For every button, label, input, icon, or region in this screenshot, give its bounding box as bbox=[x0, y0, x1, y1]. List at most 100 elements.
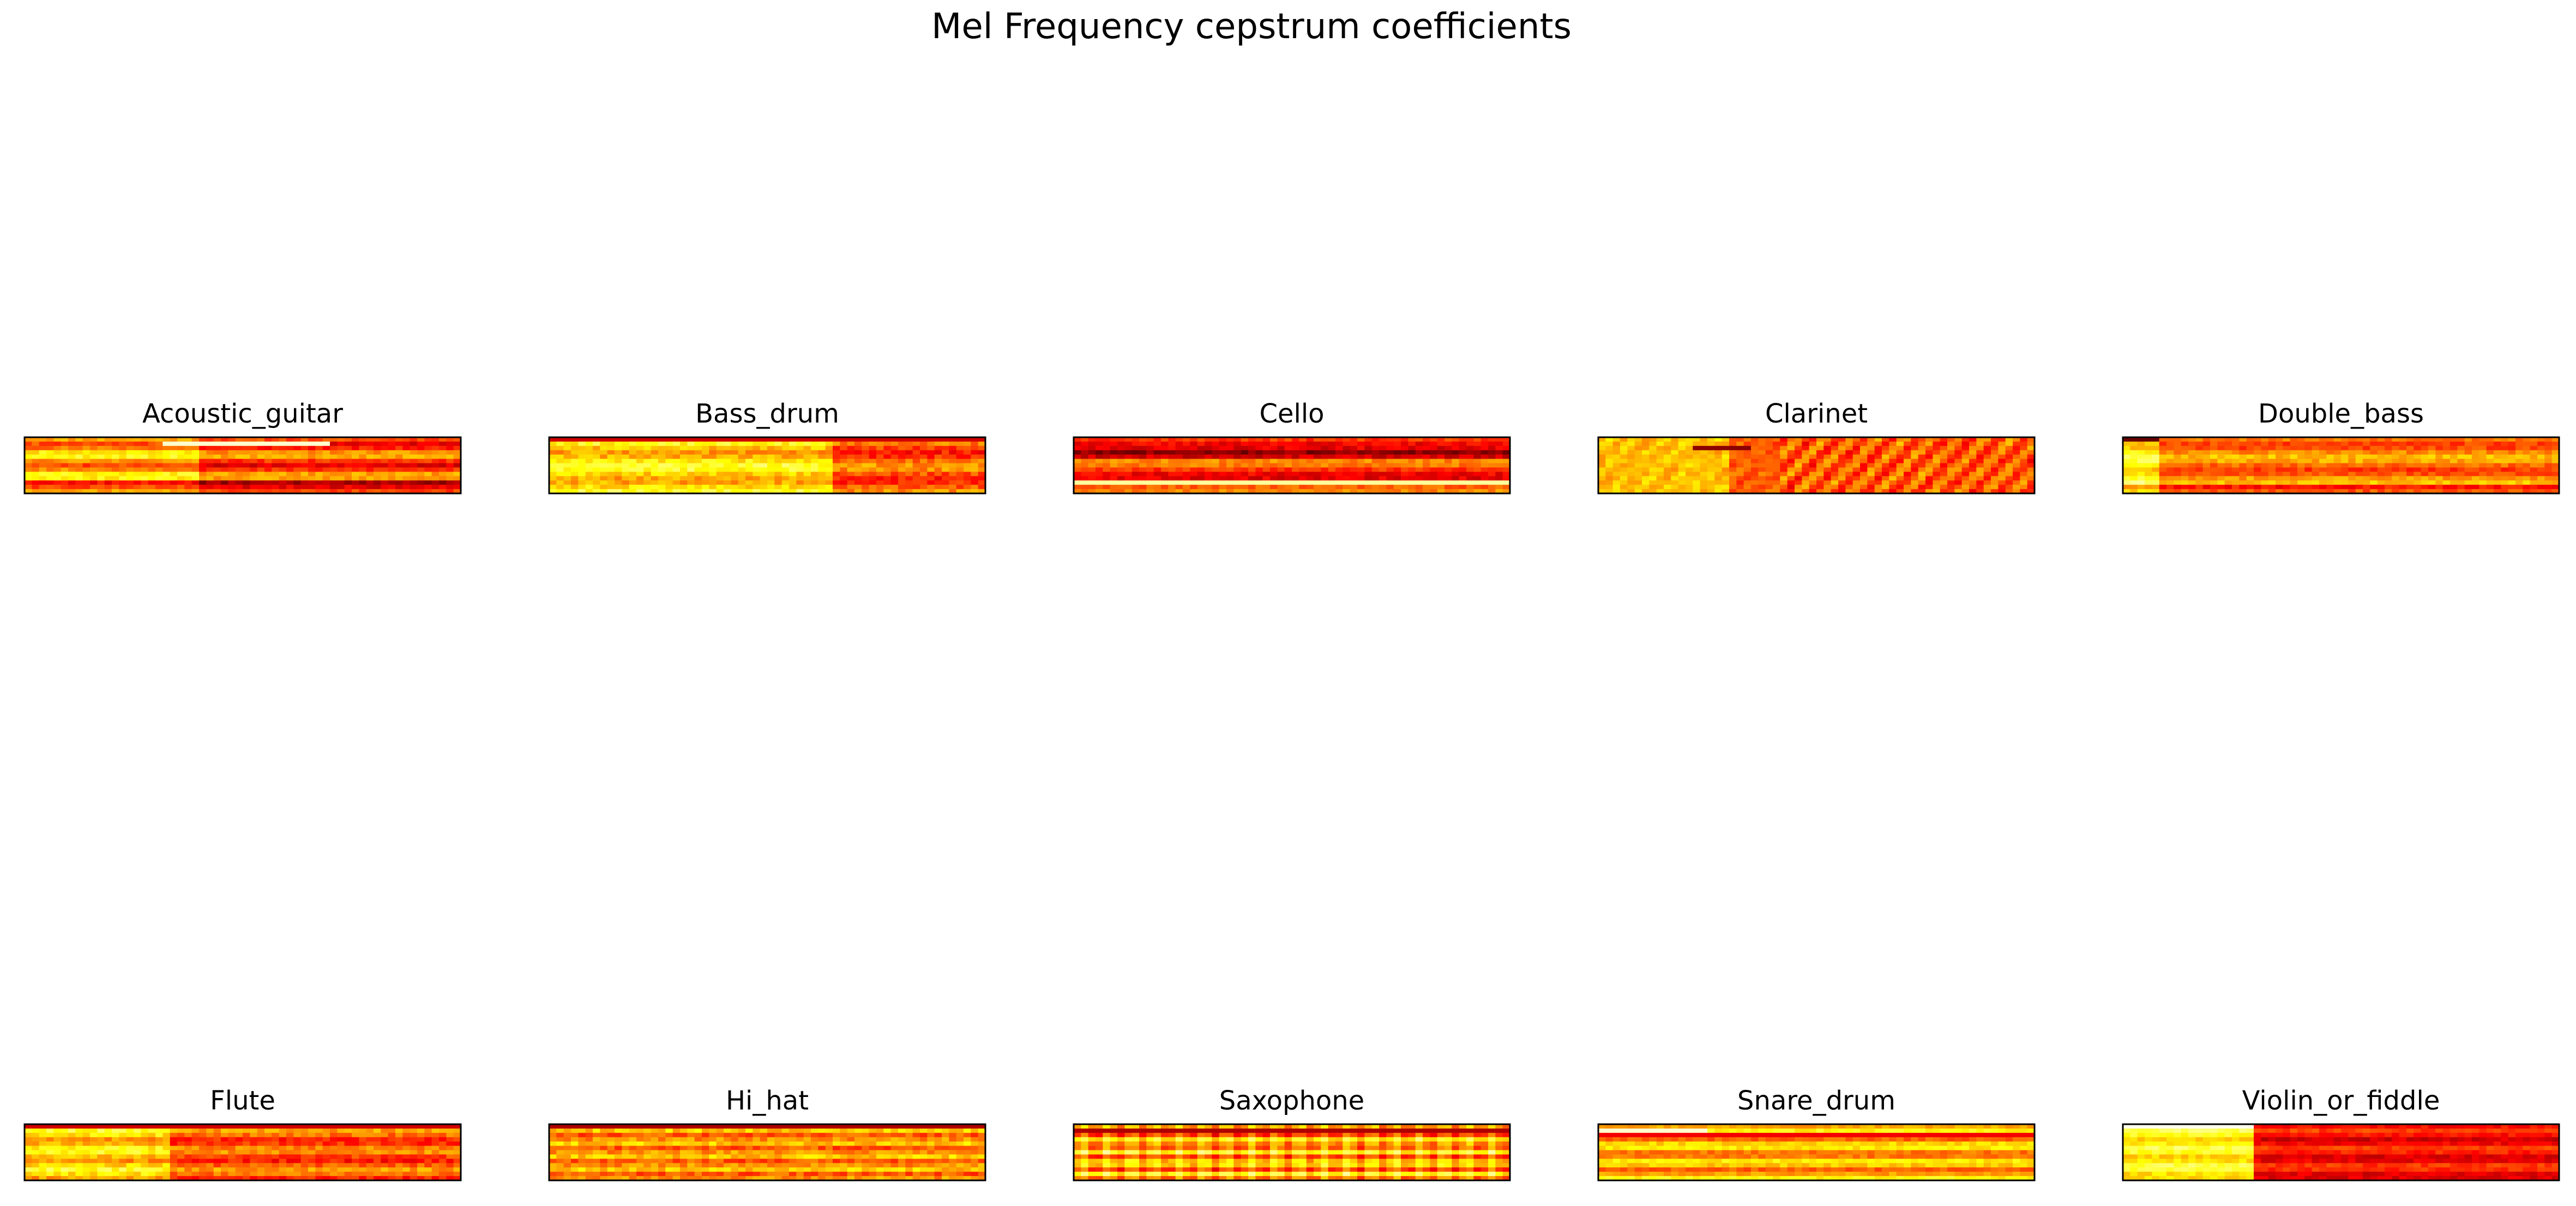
heatmap-cell bbox=[402, 489, 411, 494]
heatmap-cell bbox=[2210, 463, 2218, 468]
heatmap-cell bbox=[1415, 463, 1423, 468]
heatmap-cell bbox=[1991, 459, 1999, 464]
heatmap-cell bbox=[53, 1150, 62, 1155]
heatmap-cell bbox=[1452, 454, 1460, 460]
heatmap-cell bbox=[2392, 485, 2400, 490]
heatmap-cell bbox=[1408, 441, 1416, 447]
heatmap-cell bbox=[257, 463, 265, 468]
heatmap-cell bbox=[1299, 489, 1307, 494]
heatmap-cell bbox=[431, 1176, 440, 1181]
heatmap-cell bbox=[46, 1150, 54, 1155]
heatmap-cell bbox=[2290, 472, 2298, 477]
heatmap-cell bbox=[381, 1137, 389, 1142]
heatmap-cell bbox=[1233, 454, 1242, 460]
heatmap-cell bbox=[1947, 445, 1955, 451]
heatmap-cell bbox=[25, 441, 32, 447]
heatmap-cell bbox=[1678, 450, 1686, 455]
heatmap-cell bbox=[1933, 485, 1941, 490]
heatmap-cell bbox=[854, 454, 862, 460]
heatmap-cell bbox=[2457, 445, 2465, 451]
heatmap-cell bbox=[1678, 476, 1686, 481]
heatmap-cell bbox=[402, 1124, 411, 1129]
heatmap-cell bbox=[1386, 467, 1394, 472]
heatmap-cell bbox=[1634, 459, 1642, 464]
heatmap-cell bbox=[1364, 485, 1373, 490]
heatmap-cell bbox=[1197, 480, 1205, 485]
heatmap-cell bbox=[381, 437, 389, 442]
heatmap-cell bbox=[2377, 441, 2385, 447]
heatmap-cell bbox=[279, 480, 287, 485]
heatmap-cell bbox=[213, 445, 221, 451]
heatmap-cell bbox=[134, 1132, 141, 1138]
heatmap-cell bbox=[1765, 467, 1773, 472]
heatmap-cell bbox=[2145, 472, 2152, 477]
heatmap-cell bbox=[651, 1128, 659, 1133]
heatmap-cell bbox=[424, 1176, 432, 1181]
heatmap-cell bbox=[293, 445, 302, 451]
heatmap-cell bbox=[134, 1163, 141, 1168]
heatmap-cell bbox=[97, 1124, 105, 1129]
heatmap-cell bbox=[643, 489, 652, 494]
heatmap-cell bbox=[424, 1154, 432, 1159]
heatmap-cell bbox=[1306, 472, 1314, 477]
heatmap-cell bbox=[2523, 489, 2531, 494]
heatmap-cell bbox=[228, 480, 236, 485]
heatmap-cell bbox=[1262, 472, 1271, 477]
heatmap-cell bbox=[571, 1124, 579, 1129]
heatmap-cell bbox=[2217, 450, 2225, 455]
heatmap-cell bbox=[453, 480, 461, 485]
heatmap-cell bbox=[352, 476, 359, 481]
heatmap-cell bbox=[104, 1141, 112, 1147]
heatmap-cell bbox=[322, 445, 330, 451]
heatmap-cell bbox=[912, 467, 920, 472]
heatmap-cell bbox=[731, 1128, 739, 1133]
heatmap-cell bbox=[949, 454, 957, 460]
heatmap-cell bbox=[1845, 463, 1853, 468]
heatmap-cell bbox=[1139, 472, 1147, 477]
heatmap-cell bbox=[53, 454, 62, 460]
heatmap-cell bbox=[600, 1132, 608, 1138]
heatmap-cell bbox=[2217, 476, 2225, 481]
heatmap-cell bbox=[1081, 437, 1089, 442]
heatmap-cell bbox=[890, 463, 899, 468]
heatmap-cell bbox=[658, 485, 666, 490]
heatmap-cell bbox=[199, 445, 207, 451]
heatmap-cell bbox=[2239, 445, 2247, 451]
heatmap-cell bbox=[1852, 463, 1861, 468]
heatmap-cell bbox=[330, 1163, 338, 1168]
heatmap-cell bbox=[1736, 459, 1744, 464]
heatmap-cell bbox=[811, 445, 818, 451]
heatmap-cell bbox=[665, 476, 673, 481]
heatmap-cell bbox=[1693, 437, 1701, 442]
heatmap-cell bbox=[134, 454, 141, 460]
heatmap-cell bbox=[1117, 472, 1125, 477]
heatmap-cell bbox=[126, 1132, 134, 1138]
heatmap-cell bbox=[2370, 485, 2378, 490]
heatmap-cell bbox=[767, 1137, 775, 1142]
heatmap-cell bbox=[279, 1167, 287, 1172]
heatmap-cell bbox=[1845, 445, 1853, 451]
heatmap-cell bbox=[1976, 450, 1984, 455]
heatmap-cell bbox=[1124, 489, 1133, 494]
heatmap-cell bbox=[1925, 437, 1933, 442]
heatmap-cell bbox=[1183, 476, 1190, 481]
heatmap-cell bbox=[322, 463, 330, 468]
heatmap-cell bbox=[890, 485, 899, 490]
heatmap-cell bbox=[1321, 445, 1329, 451]
heatmap-cell bbox=[1809, 437, 1817, 442]
heatmap-cell bbox=[395, 467, 403, 472]
heatmap-cell bbox=[920, 450, 928, 455]
heatmap-cell bbox=[1357, 485, 1365, 490]
heatmap-cell bbox=[272, 476, 280, 481]
heatmap-cell bbox=[381, 1167, 389, 1172]
heatmap-cell bbox=[1096, 445, 1103, 451]
heatmap-cell bbox=[1795, 441, 1802, 447]
heatmap-cell bbox=[1233, 463, 1242, 468]
heatmap-cell bbox=[615, 454, 622, 460]
heatmap-cell bbox=[250, 480, 258, 485]
heatmap-cell bbox=[622, 454, 630, 460]
heatmap-cell bbox=[1656, 450, 1664, 455]
heatmap-cell bbox=[1598, 463, 1606, 468]
heatmap-cell bbox=[61, 1167, 69, 1172]
heatmap-cell bbox=[1488, 480, 1496, 485]
